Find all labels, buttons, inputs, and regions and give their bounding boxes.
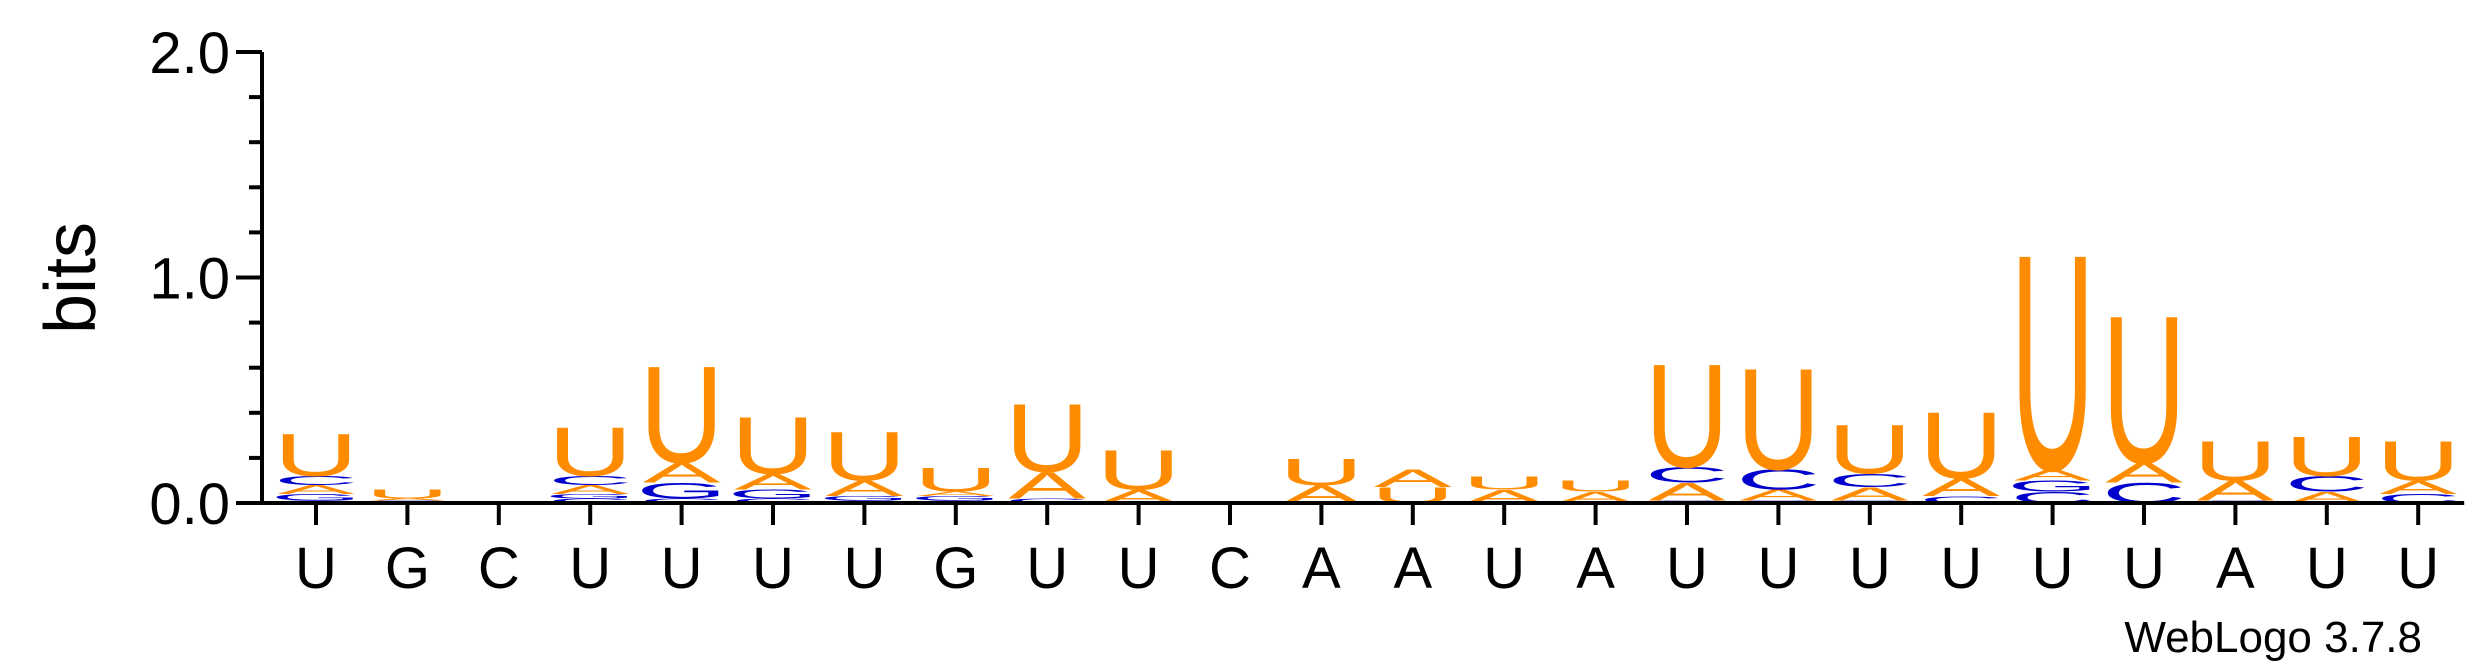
logo-letter-u: U: [2193, 430, 2277, 493]
logo-letter-c: C: [639, 497, 723, 504]
logo-letter-g: G: [910, 495, 1001, 502]
logo-letter-u: U: [365, 487, 449, 501]
x-tick-label: U: [2306, 536, 2348, 601]
x-tick-label: A: [1393, 536, 1432, 601]
logo-letter-u: U: [2010, 191, 2094, 535]
logo-letter-g: G: [545, 493, 636, 500]
x-tick-label: U: [1666, 536, 1708, 601]
logo-letter-u: U: [1462, 472, 1546, 493]
logo-letter-u: U: [2376, 430, 2460, 493]
logo-letter-a: A: [551, 483, 630, 497]
x-tick-label: U: [569, 536, 611, 601]
y-axis-label: bits: [31, 222, 111, 334]
logo-letter-a: A: [2379, 477, 2457, 498]
x-tick-label: C: [478, 536, 520, 601]
x-tick-label: U: [752, 536, 794, 601]
y-tick-label: 2.0: [149, 21, 230, 86]
logo-letter-c: C: [274, 474, 358, 488]
logo-letter-u: U: [639, 338, 723, 493]
x-tick-label: U: [1118, 536, 1160, 601]
logo-letter-u: U: [1828, 412, 1912, 489]
x-tick-label: U: [1483, 536, 1525, 601]
logo-letter-g: G: [728, 487, 819, 501]
logo-letter-u: U: [548, 414, 632, 491]
x-tick-label: U: [661, 536, 703, 601]
x-tick-label: A: [2216, 536, 2255, 601]
logo-letter-a: A: [734, 470, 812, 495]
logo-letter-a: A: [2105, 457, 2183, 489]
logo-letter-u: U: [1919, 394, 2003, 499]
logo-letter-a: A: [368, 498, 446, 502]
x-tick-label: A: [1576, 536, 1615, 601]
logo-letter-c: C: [1005, 497, 1089, 504]
logo-letter-u: U: [731, 401, 815, 492]
x-tick-label: A: [1302, 536, 1341, 601]
logo-letter-u: U: [822, 418, 906, 495]
x-tick-label: U: [1757, 536, 1799, 601]
y-ticks: 0.0 1.0 2.0: [149, 21, 262, 537]
logo-letter-c: C: [548, 497, 632, 504]
logo-letter-c: C: [1828, 470, 1912, 491]
logo-letter-a: A: [1739, 487, 1817, 505]
x-tick-label: U: [843, 536, 885, 601]
logo-letter-c: C: [1645, 463, 1729, 488]
logo-letter-u: U: [274, 422, 358, 489]
logo-letter-a: A: [1831, 484, 1909, 505]
logo-letter-a: A: [277, 483, 356, 497]
logo-letter-u: U: [2102, 273, 2186, 508]
x-tick-label: G: [385, 536, 430, 601]
logo-letter-u: U: [1096, 439, 1180, 502]
logo-letter-g: G: [271, 492, 362, 503]
x-tick-label: U: [2397, 536, 2439, 601]
logo-letter-a: A: [2014, 466, 2092, 484]
logo-letter-u: U: [1279, 451, 1363, 493]
logo-letter-a: A: [917, 491, 995, 498]
logo-letter-c: C: [1736, 464, 1820, 496]
x-tick-label: G: [933, 536, 978, 601]
logo-letter-c: C: [731, 497, 815, 504]
logo-letter-u: U: [914, 461, 998, 500]
x-tick-label: U: [295, 536, 337, 601]
x-tick-label: U: [2123, 536, 2165, 601]
x-tick-label: U: [1940, 536, 1982, 601]
logo-letter-a: A: [1922, 474, 2001, 502]
logo-letter-u: U: [2285, 425, 2369, 488]
logo-letter-c: C: [1919, 494, 2003, 505]
x-tick-label: U: [2032, 536, 2074, 601]
logo-letter-u: U: [1005, 383, 1089, 492]
logo-letter-a: A: [1008, 465, 1086, 507]
logo-letter-u: U: [1553, 478, 1637, 496]
logo-letter-g: G: [819, 495, 910, 502]
x-tick-label: U: [1026, 536, 1068, 601]
logo-letter-g: G: [2007, 478, 2098, 496]
logo-letter-a: A: [1374, 465, 1453, 493]
y-tick-label: 1.0: [149, 247, 230, 312]
logo-letter-a: A: [643, 457, 721, 489]
logo-letter-u: U: [1736, 338, 1820, 500]
x-tick-label: C: [1209, 536, 1251, 601]
x-tick-label: U: [1849, 536, 1891, 601]
logo-letter-u: U: [1645, 334, 1729, 499]
weblogo-credit: WebLogo 3.7.8: [2124, 613, 2422, 662]
y-tick-label: 0.0: [149, 472, 230, 537]
logo-letter-g: G: [636, 479, 727, 504]
logo-letter-a: A: [825, 476, 903, 501]
logo-letter-c: C: [548, 474, 632, 488]
logo-letter-c: C: [2285, 472, 2369, 497]
